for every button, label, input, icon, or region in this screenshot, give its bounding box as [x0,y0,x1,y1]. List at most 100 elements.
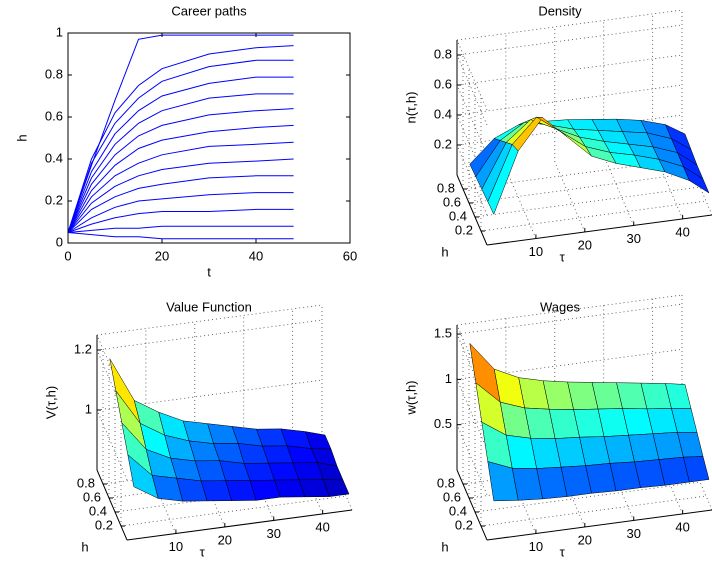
career-line [67,124,294,233]
grid-line [505,168,537,239]
career-line [67,208,294,233]
career-line [67,232,294,240]
y-tick-label: 0.4 [45,150,63,165]
x-axis-label: τ [560,249,566,264]
y-tick-label: 0.8 [45,66,63,81]
grid-line [96,319,323,351]
grid-line [243,450,275,521]
chart-title: Wages [540,299,580,314]
z-tick-label: 1 [445,371,452,386]
grid-line [456,54,683,86]
career-line [67,175,294,233]
career-line [67,192,294,233]
grid-line [603,450,635,521]
career-line [67,45,294,233]
career-line [67,76,294,233]
x-tick-label: 10 [529,539,543,554]
z-tick-label: 1.5 [434,326,452,341]
axis-line [486,214,712,246]
x-tick-label: 40 [675,519,689,534]
box-edge [681,144,712,216]
career-line [67,108,294,233]
x-tick-label: 30 [627,526,641,541]
axis-line [96,469,128,541]
y-tick-label: 0.4 [449,503,467,518]
x-tick-label: 20 [218,532,232,547]
grid-line [456,84,488,156]
y-tick-label: 0.8 [437,475,455,490]
chart-title: Value Function [166,299,252,314]
z-tick-label: 1.2 [74,341,92,356]
x-axis-label: t [207,264,211,279]
grid-line [96,409,128,481]
grid-line [652,443,684,515]
career-line [67,59,294,233]
x-tick-label: 0 [64,248,71,263]
box-edge [321,439,353,511]
surface-patch [682,165,710,194]
x-tick-label: 20 [578,237,592,252]
surface-patch [683,456,710,483]
z-tick-label: 0.4 [434,106,452,121]
y-axis-label: h [441,539,448,554]
y-tick-label: 0.6 [443,489,461,504]
z-tick-label: 1 [85,401,92,416]
career-line [67,158,294,233]
x-tick-label: 30 [267,526,281,541]
grid-line [292,443,324,515]
career-line [67,34,294,233]
y-tick-label: 0.2 [95,517,113,532]
z-tick-label: 0.2 [434,136,452,151]
x-tick-label: 20 [578,532,592,547]
y-tick-label: 0.6 [45,108,63,123]
box-edge [681,439,712,511]
y-axis-label: h [14,134,29,141]
y-tick-label: 0 [56,234,63,249]
y-tick-label: 0.8 [437,180,455,195]
axis-line [486,509,712,541]
axis-line [456,174,488,246]
y-tick-label: 0.2 [455,517,473,532]
grid-line [474,186,701,218]
x-tick-label: 40 [315,519,329,534]
x-tick-label: 10 [169,539,183,554]
chart-title: Density [538,3,582,18]
axis-line [126,509,353,541]
grid-line [554,456,586,528]
y-tick-label: 0.2 [455,222,473,237]
grid-line [456,84,683,116]
y-tick-label: 0.6 [443,194,461,209]
axes-box [67,32,351,244]
x-tick-label: 10 [529,244,543,259]
grid-line [554,161,586,233]
surface-patch [323,479,350,497]
plot-area [68,33,350,243]
x-tick-label: 20 [155,248,169,263]
x-tick-label: 30 [627,231,641,246]
y-tick-label: 0.8 [77,475,95,490]
x-axis-label: τ [200,544,206,559]
y-axis-label: h [81,539,88,554]
grid-line [145,463,177,534]
grid-line [456,24,683,56]
grid-line [480,200,707,232]
grid-line [456,144,488,216]
career-line [67,93,294,233]
y-tick-label: 0.4 [89,503,107,518]
grid-line [456,424,488,495]
career-line [67,225,294,233]
grid-line [505,463,537,534]
x-axis-label: τ [560,544,566,559]
y-tick-label: 0.6 [83,489,101,504]
x-tick-label: 40 [675,224,689,239]
y-tick-label: 0.2 [45,192,63,207]
axis-line [456,469,488,541]
grid-line [456,54,488,126]
x-tick-label: 60 [343,248,357,263]
grid-line [456,379,488,450]
z-axis-label: V(τ,h) [43,386,58,419]
career-line [67,141,294,233]
x-tick-label: 40 [249,248,263,263]
z-tick-label: 0.5 [434,416,452,431]
